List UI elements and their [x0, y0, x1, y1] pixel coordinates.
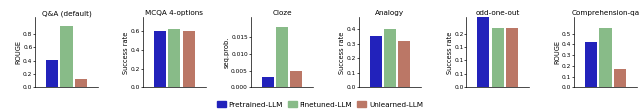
Bar — [291, 71, 303, 87]
Title: Comprehension-qa: Comprehension-qa — [572, 10, 639, 16]
Title: MCQA 4-options: MCQA 4-options — [145, 10, 204, 16]
Bar — [585, 42, 597, 87]
Title: Q&A (default): Q&A (default) — [42, 10, 92, 17]
Bar — [168, 29, 180, 87]
Bar — [600, 28, 611, 87]
Bar — [384, 29, 396, 87]
Y-axis label: seq.prob.: seq.prob. — [224, 37, 230, 68]
Y-axis label: Success rate: Success rate — [124, 31, 129, 74]
Bar — [262, 77, 274, 87]
Bar — [614, 69, 626, 87]
Bar — [492, 28, 504, 87]
Bar — [61, 26, 72, 87]
Y-axis label: Success rate: Success rate — [447, 31, 453, 74]
Bar — [477, 0, 490, 87]
Bar — [154, 31, 166, 87]
Bar — [46, 60, 58, 87]
Title: odd-one-out: odd-one-out — [476, 10, 520, 16]
Y-axis label: ROUGE: ROUGE — [555, 40, 561, 64]
Y-axis label: Success rate: Success rate — [339, 31, 345, 74]
Bar — [506, 28, 518, 87]
Bar — [276, 27, 288, 87]
Legend: Pretrained-LLM, Finetuned-LLM, Unlearned-LLM: Pretrained-LLM, Finetuned-LLM, Unlearned… — [216, 101, 424, 108]
Title: Analogy: Analogy — [375, 10, 404, 16]
Bar — [182, 31, 195, 87]
Bar — [75, 79, 87, 87]
Bar — [369, 36, 381, 87]
Title: Cloze: Cloze — [272, 10, 292, 16]
Y-axis label: ROUGE: ROUGE — [15, 40, 22, 64]
Bar — [398, 41, 410, 87]
